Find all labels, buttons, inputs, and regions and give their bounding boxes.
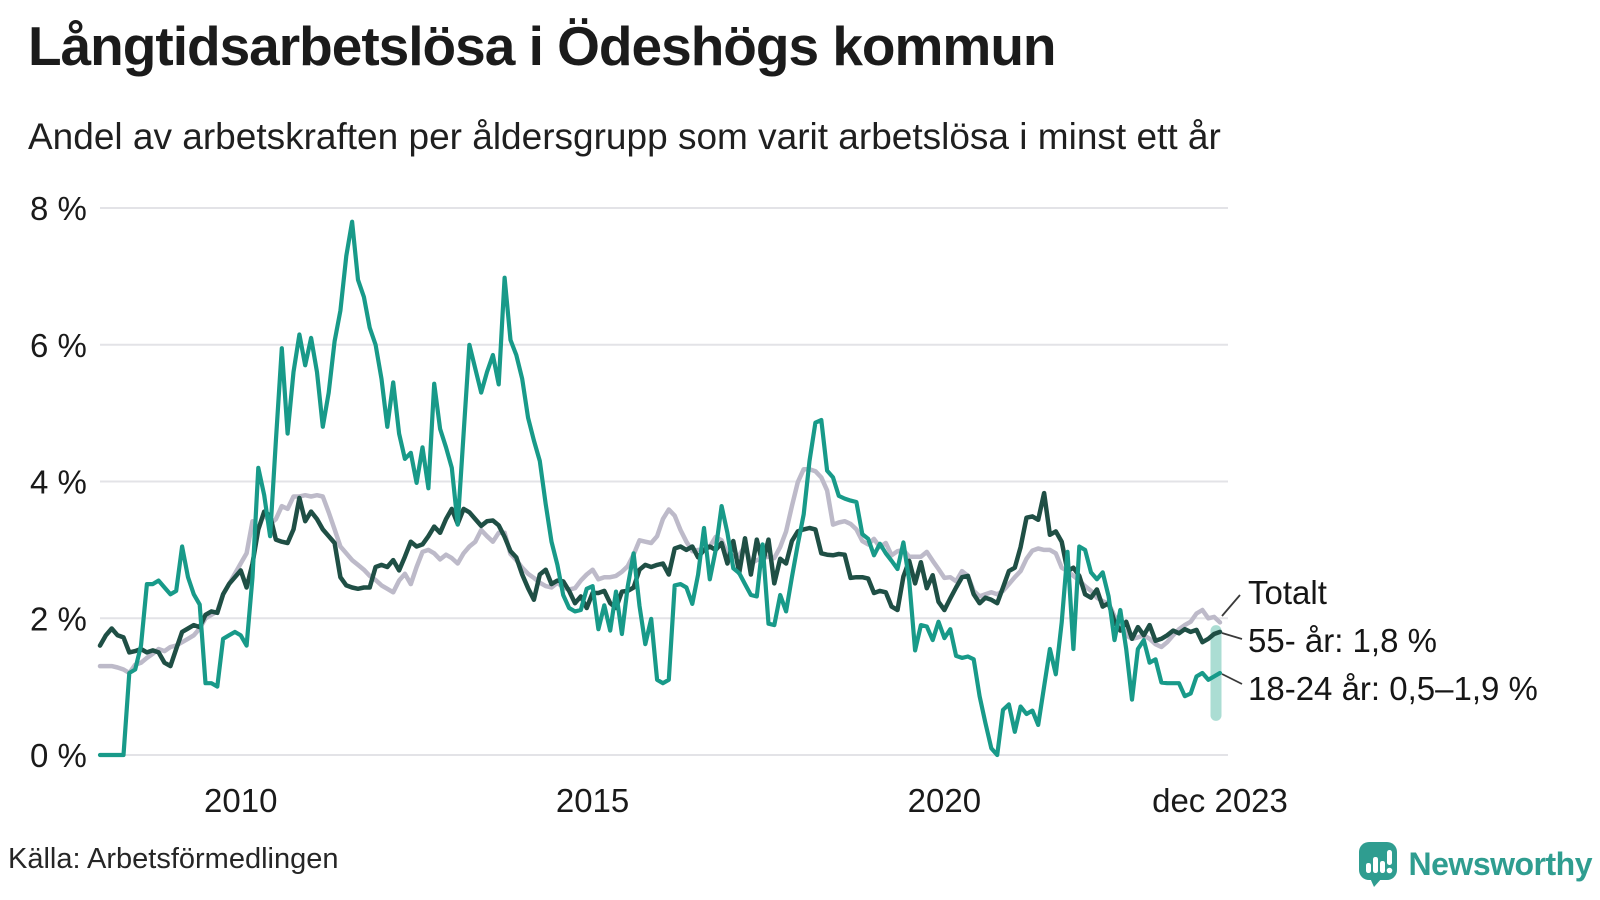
callout-line-55 (1221, 632, 1243, 640)
series-line-totalt (97, 466, 1223, 676)
chart-subtitle: Andel av arbetskraften per åldersgrupp s… (28, 116, 1221, 157)
series-line-55-r (97, 490, 1223, 669)
x-tick-label: dec 2023 (1152, 782, 1288, 819)
y-tick-label: 6 % (30, 327, 87, 364)
callout-layer (1221, 594, 1243, 685)
chart-title: Långtidsarbetslösa i Ödeshögs kommun (28, 15, 1057, 77)
x-tick-label: 2015 (556, 782, 629, 819)
newsworthy-logo-icon (1358, 842, 1397, 887)
x-tick-label: 2020 (908, 782, 981, 819)
y-tick-label: 8 % (30, 190, 87, 227)
y-axis-labels: 0 % 2 % 4 % 6 % 8 % (30, 190, 87, 774)
series-label-18-24: 18-24 år: 0,5–1,9 % (1248, 670, 1538, 707)
series-label-55: 55- år: 1,8 % (1248, 622, 1437, 659)
y-tick-label: 4 % (30, 464, 87, 501)
series-label-totalt: Totalt (1248, 574, 1327, 611)
callout-line-totalt (1221, 594, 1241, 617)
grid-layer (100, 207, 1228, 756)
callout-line-18-24 (1221, 673, 1243, 685)
newsworthy-branding: Newsworthy (1357, 840, 1593, 888)
newsworthy-wordmark: Newsworthy (1408, 845, 1593, 882)
x-tick-label: 2010 (204, 782, 277, 819)
source-note: Källa: Arbetsförmedlingen (8, 843, 339, 875)
series-line-18-24-r (97, 219, 1223, 758)
y-tick-label: 0 % (30, 737, 87, 774)
x-axis-labels: 2010 2015 2020 dec 2023 (204, 782, 1288, 819)
series-layer (97, 219, 1223, 758)
y-tick-label: 2 % (30, 600, 87, 637)
